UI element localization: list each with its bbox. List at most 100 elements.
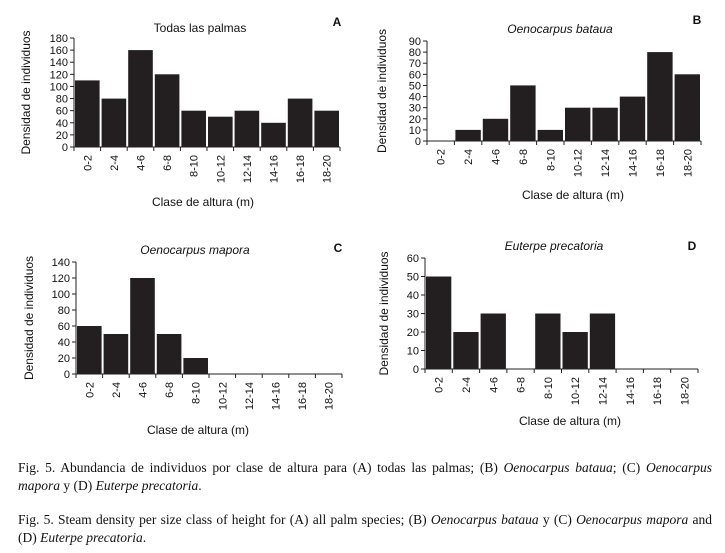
bar-a-2-4 [101,98,127,147]
y-tick-label-c-0: 0 [64,369,70,381]
y-tick-label-b-10: 10 [409,125,421,137]
x-tick-label-c-16-18: 16-18 [297,382,309,410]
caption-es-text-1: Fig. 5. Abundancia de individuos por cla… [18,460,504,475]
x-tick-label-c-4-6: 4-6 [138,382,150,398]
y-tick-label-b-80: 80 [409,47,421,59]
y-tick-label-a-20: 20 [56,130,68,142]
y-tick-label-b-70: 70 [409,58,421,70]
y-tick-label-b-40: 40 [409,92,421,104]
x-tick-label-c-2-4: 2-4 [111,382,123,398]
bar-b-14-16 [619,96,646,141]
bar-c-0-2 [77,326,102,374]
chart-title-b: Oenocarpus bataua [507,22,613,36]
x-axis-label-c: Clase de altura (m) [147,423,249,437]
panel-letter-a: A [333,15,342,29]
x-tick-label-a-4-6: 4-6 [136,155,148,171]
x-tick-label-c-14-16: 14-16 [271,382,283,410]
bar-a-18-20 [314,110,339,147]
y-tick-label-a-100: 100 [50,81,68,93]
x-tick-label-c-10-12: 10-12 [217,382,229,410]
x-tick-label-b-18-20: 18-20 [682,149,694,177]
y-tick-label-d-0: 0 [413,364,419,376]
bar-d-8-10 [535,313,561,369]
bar-d-0-2 [426,276,452,369]
bar-d-10-12 [562,332,588,369]
y-tick-label-a-160: 160 [50,45,68,57]
x-tick-label-d-0-2: 0-2 [434,377,446,393]
x-tick-label-d-12-14: 12-14 [597,377,609,405]
bar-a-0-2 [75,80,100,147]
x-tick-label-a-18-20: 18-20 [322,155,334,183]
y-tick-label-b-0: 0 [415,136,421,148]
y-tick-label-d-30: 30 [407,309,419,321]
x-tick-label-b-6-8: 6-8 [518,149,530,165]
x-tick-label-d-16-18: 16-18 [652,377,664,405]
y-axis-label-d: Densidad de individuos [377,251,391,375]
y-tick-label-c-100: 100 [52,289,70,301]
bar-b-18-20 [674,74,700,141]
bar-c-6-8 [156,334,182,374]
y-tick-label-d-50: 50 [407,272,419,284]
x-tick-label-c-18-20: 18-20 [324,382,336,410]
y-tick-label-a-0: 0 [62,142,68,154]
y-tick-label-a-60: 60 [56,106,68,118]
caption-es-text-4: . [198,478,202,493]
y-axis-label-c: Densidad de individuos [22,256,36,380]
y-tick-label-d-40: 40 [407,290,419,302]
x-tick-label-d-4-6: 4-6 [488,377,500,393]
x-tick-label-b-16-18: 16-18 [655,149,667,177]
bar-a-12-14 [234,110,260,147]
caption-es-text-3: y (D) [60,478,96,493]
y-tick-label-d-10: 10 [407,346,419,358]
y-tick-label-b-50: 50 [409,80,421,92]
bar-a-10-12 [208,116,233,147]
x-tick-label-d-2-4: 2-4 [461,377,473,393]
x-tick-label-d-14-16: 14-16 [625,377,637,405]
bar-b-10-12 [565,107,591,141]
bar-a-8-10 [181,110,206,147]
y-tick-label-a-120: 120 [50,69,68,81]
bar-a-14-16 [261,122,286,147]
x-axis-label-d: Clase de altura (m) [519,414,621,428]
x-tick-label-d-10-12: 10-12 [570,377,582,405]
caption-en-species-3: Euterpe precatoria [40,530,143,545]
chart-title-d: Euterpe precatoria [505,239,604,253]
bar-a-4-6 [128,50,153,147]
caption-es-species-3: Euterpe precatoria [95,478,199,493]
chart-title-a: Todas las palmas [154,21,247,35]
bar-d-2-4 [453,332,479,369]
caption-en-text-3: and (D) [18,512,713,545]
x-tick-label-d-6-8: 6-8 [516,377,528,393]
x-tick-label-b-14-16: 14-16 [628,149,640,177]
x-tick-label-b-10-12: 10-12 [573,149,585,177]
chart-title-c: Oenocarpus mapora [140,243,250,257]
y-axis-label-b: Densidad de individuos [375,29,389,153]
y-tick-label-a-40: 40 [56,118,68,130]
bar-b-4-6 [482,118,509,141]
x-tick-label-a-12-14: 12-14 [242,155,254,183]
x-tick-label-a-0-2: 0-2 [82,155,94,171]
x-tick-label-b-4-6: 4-6 [491,149,503,165]
y-tick-label-c-60: 60 [58,321,70,333]
chart-panel-d: 0 10 20 30 40 50 60 0-2 2-4 4-6 6-8 8-10 10-12 12-14 1… [377,239,699,428]
x-tick-label-d-18-20: 18-20 [679,377,691,405]
y-tick-label-c-20: 20 [58,353,70,365]
caption-en-text-4: . [142,530,147,545]
caption-es-species-2: Oenocarpus mapora [18,460,712,493]
y-tick-label-c-80: 80 [58,305,70,317]
bar-d-4-6 [480,313,506,369]
x-tick-label-d-8-10: 8-10 [543,377,555,399]
x-axis-label-a: Clase de altura (m) [152,195,254,209]
x-tick-label-b-0-2: 0-2 [436,149,448,165]
x-tick-label-a-6-8: 6-8 [162,155,174,171]
x-tick-label-b-12-14: 12-14 [600,149,612,177]
x-tick-label-a-2-4: 2-4 [109,155,121,171]
bar-b-16-18 [647,52,673,141]
y-tick-label-c-120: 120 [52,273,70,285]
caption-en-text-1: Fig. 5. Steam density per size class of … [18,512,431,527]
bar-a-6-8 [154,74,180,147]
bar-b-8-10 [537,129,563,141]
